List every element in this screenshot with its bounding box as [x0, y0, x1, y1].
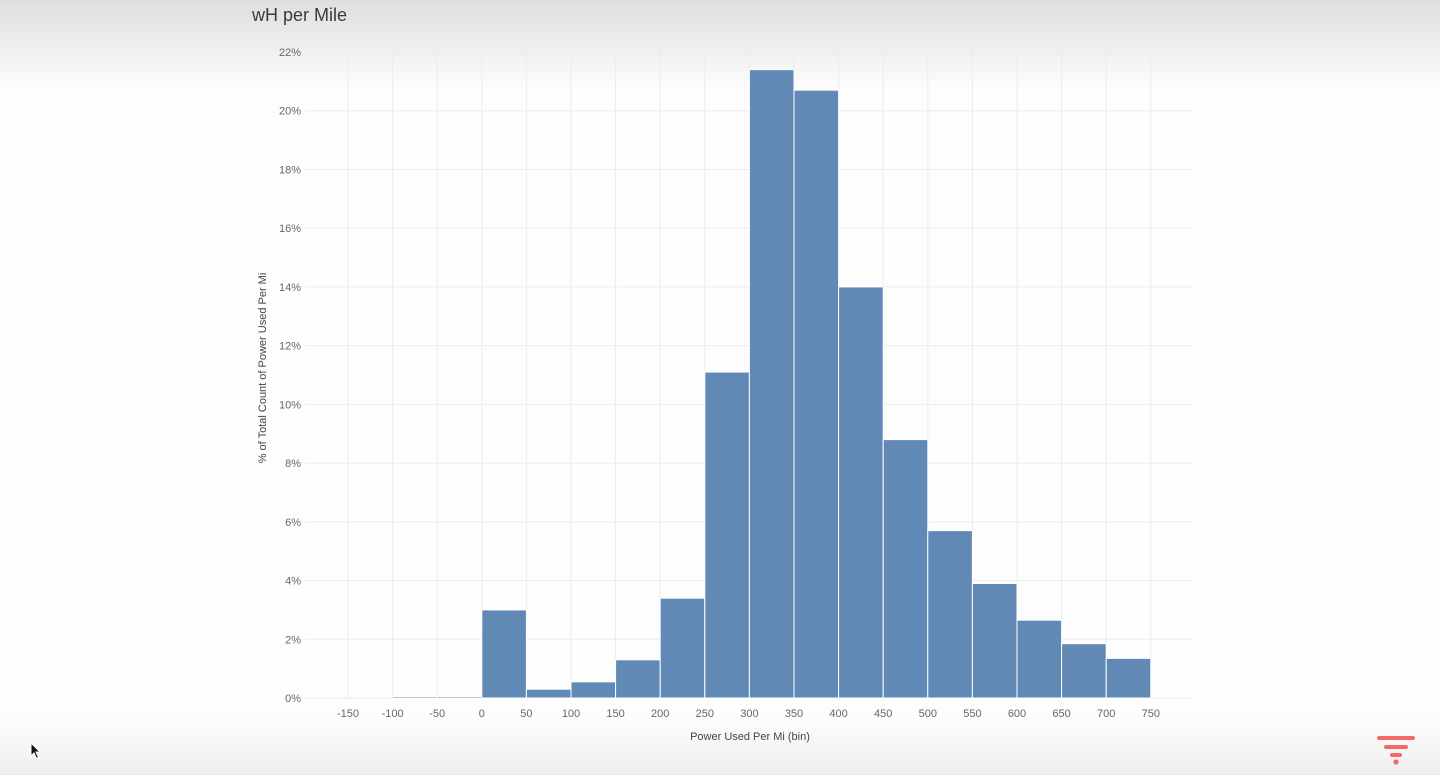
- y-tick-label: 10%: [279, 399, 301, 411]
- histogram-bar: [436, 696, 483, 699]
- histogram-bar: [1105, 657, 1152, 699]
- y-axis-title: % of Total Count of Power Used Per Mi: [257, 273, 269, 464]
- y-tick-label: 12%: [279, 341, 301, 353]
- x-tick-label: -50: [429, 708, 445, 720]
- histogram-bar: [793, 89, 840, 699]
- sheet-title: wH per Mile: [252, 5, 348, 25]
- histogram-bar: [882, 439, 929, 699]
- histogram-bar: [1061, 643, 1107, 699]
- x-tick-label: -150: [337, 708, 359, 720]
- y-tick-label: 16%: [279, 223, 301, 235]
- x-tick-label: 650: [1052, 708, 1070, 720]
- y-tick-label: 22%: [279, 47, 301, 59]
- x-tick-label: -100: [382, 708, 404, 720]
- x-tick-label: 100: [562, 708, 580, 720]
- y-tick-label: 2%: [285, 634, 301, 646]
- histogram-bar: [838, 286, 884, 699]
- x-tick-label: 250: [696, 708, 714, 720]
- y-tick-label: 0%: [285, 693, 301, 705]
- y-axis-ticks: 0% 2% 4% 6% 8% 10% 12% 14% 16% 18% 20% 22%: [279, 47, 301, 705]
- x-tick-label: 150: [606, 708, 624, 720]
- x-tick-label: 550: [963, 708, 981, 720]
- histogram-bars: [392, 69, 1152, 699]
- histogram-bar: [615, 659, 661, 699]
- histogram-bar: [748, 69, 795, 699]
- y-tick-label: 6%: [285, 517, 301, 529]
- x-tick-label: 700: [1097, 708, 1115, 720]
- x-tick-label: 750: [1142, 708, 1160, 720]
- x-tick-label: 400: [829, 708, 847, 720]
- x-axis-ticks: -150 -100 -50 0 50 100 150 200 250 300 350 400 450 50…: [337, 708, 1160, 720]
- x-axis-title: Power Used Per Mi (bin): [690, 731, 810, 743]
- x-tick-label: 200: [651, 708, 669, 720]
- x-tick-label: 350: [785, 708, 803, 720]
- histogram-bar: [659, 597, 706, 699]
- x-tick-label: 600: [1008, 708, 1026, 720]
- y-tick-label: 14%: [279, 282, 301, 294]
- y-tick-label: 20%: [279, 106, 301, 118]
- histogram-bar: [704, 371, 750, 699]
- histogram-bar: [481, 609, 527, 699]
- histogram-bar: [1016, 619, 1063, 699]
- x-tick-label: 50: [520, 708, 532, 720]
- mouse-pointer-icon: [30, 742, 42, 760]
- y-tick-label: 4%: [285, 576, 301, 588]
- x-tick-label: 500: [919, 708, 937, 720]
- histogram-bar: [525, 688, 572, 699]
- y-tick-label: 18%: [279, 164, 301, 176]
- x-tick-label: 300: [740, 708, 758, 720]
- x-tick-label: 450: [874, 708, 892, 720]
- y-tick-label: 8%: [285, 458, 301, 470]
- x-tick-label: 0: [479, 708, 485, 720]
- brand-logo-icon: [1377, 736, 1415, 765]
- histogram-bar: [927, 530, 973, 699]
- histogram-bar: [570, 681, 617, 699]
- histogram-bar: [392, 696, 438, 699]
- histogram-bar: [971, 582, 1018, 699]
